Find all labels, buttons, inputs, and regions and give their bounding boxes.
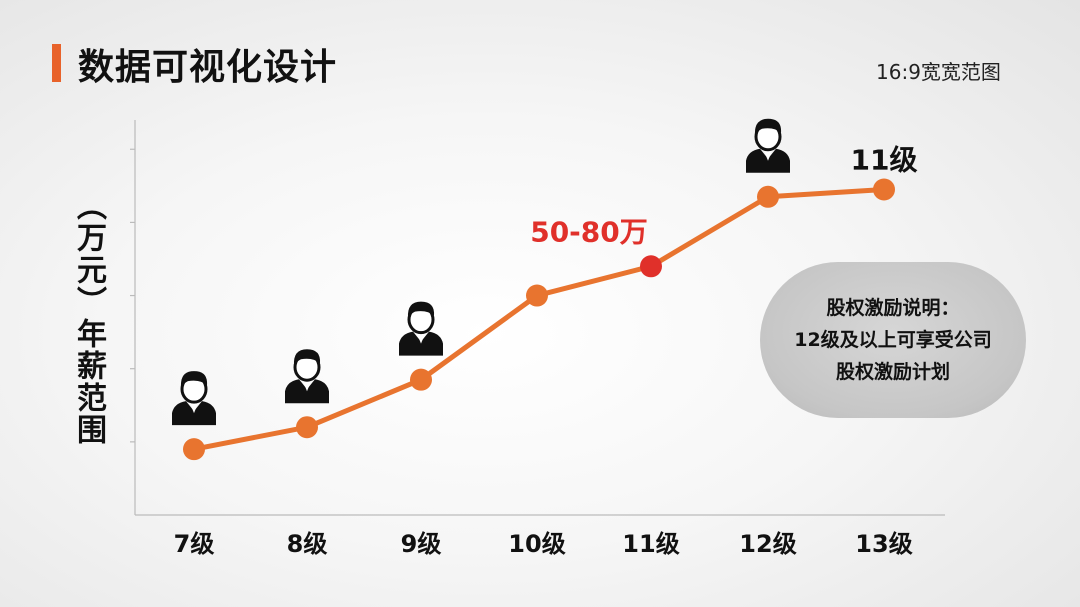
data-point <box>526 284 548 307</box>
data-point <box>757 185 779 208</box>
x-tick-label: 8级 <box>287 530 328 558</box>
x-tick-label: 7级 <box>174 530 215 558</box>
data-annotation: 50-80万 <box>530 215 648 248</box>
person-icon <box>746 118 790 173</box>
equity-incentive-callout: 股权激励说明： 12级及以上可享受公司股权激励计划 <box>760 262 1026 418</box>
page-title: 数据可视化设计 <box>78 47 338 88</box>
person-icon <box>399 301 443 356</box>
x-tick-label: 10级 <box>508 530 565 558</box>
data-annotation: 11级 <box>851 143 918 176</box>
x-tick-label: 9级 <box>401 530 442 558</box>
data-point <box>873 178 895 201</box>
x-tick-label: 13级 <box>855 530 912 558</box>
data-point <box>410 368 432 391</box>
callout-heading: 股权激励说明： <box>826 297 960 319</box>
data-point <box>183 438 205 461</box>
person-icon <box>172 371 216 426</box>
data-point <box>640 255 662 278</box>
person-icon <box>285 349 329 404</box>
x-tick-label: 11级 <box>622 530 679 558</box>
data-point <box>296 416 318 439</box>
x-tick-label: 12级 <box>739 530 796 558</box>
page-subtitle: 16:9宽宽范图 <box>876 60 1001 84</box>
title-accent-bar <box>52 44 61 82</box>
callout-body: 12级及以上可享受公司股权激励计划 <box>794 329 992 383</box>
y-axis-label: （万元）年薪范围 <box>71 190 106 446</box>
